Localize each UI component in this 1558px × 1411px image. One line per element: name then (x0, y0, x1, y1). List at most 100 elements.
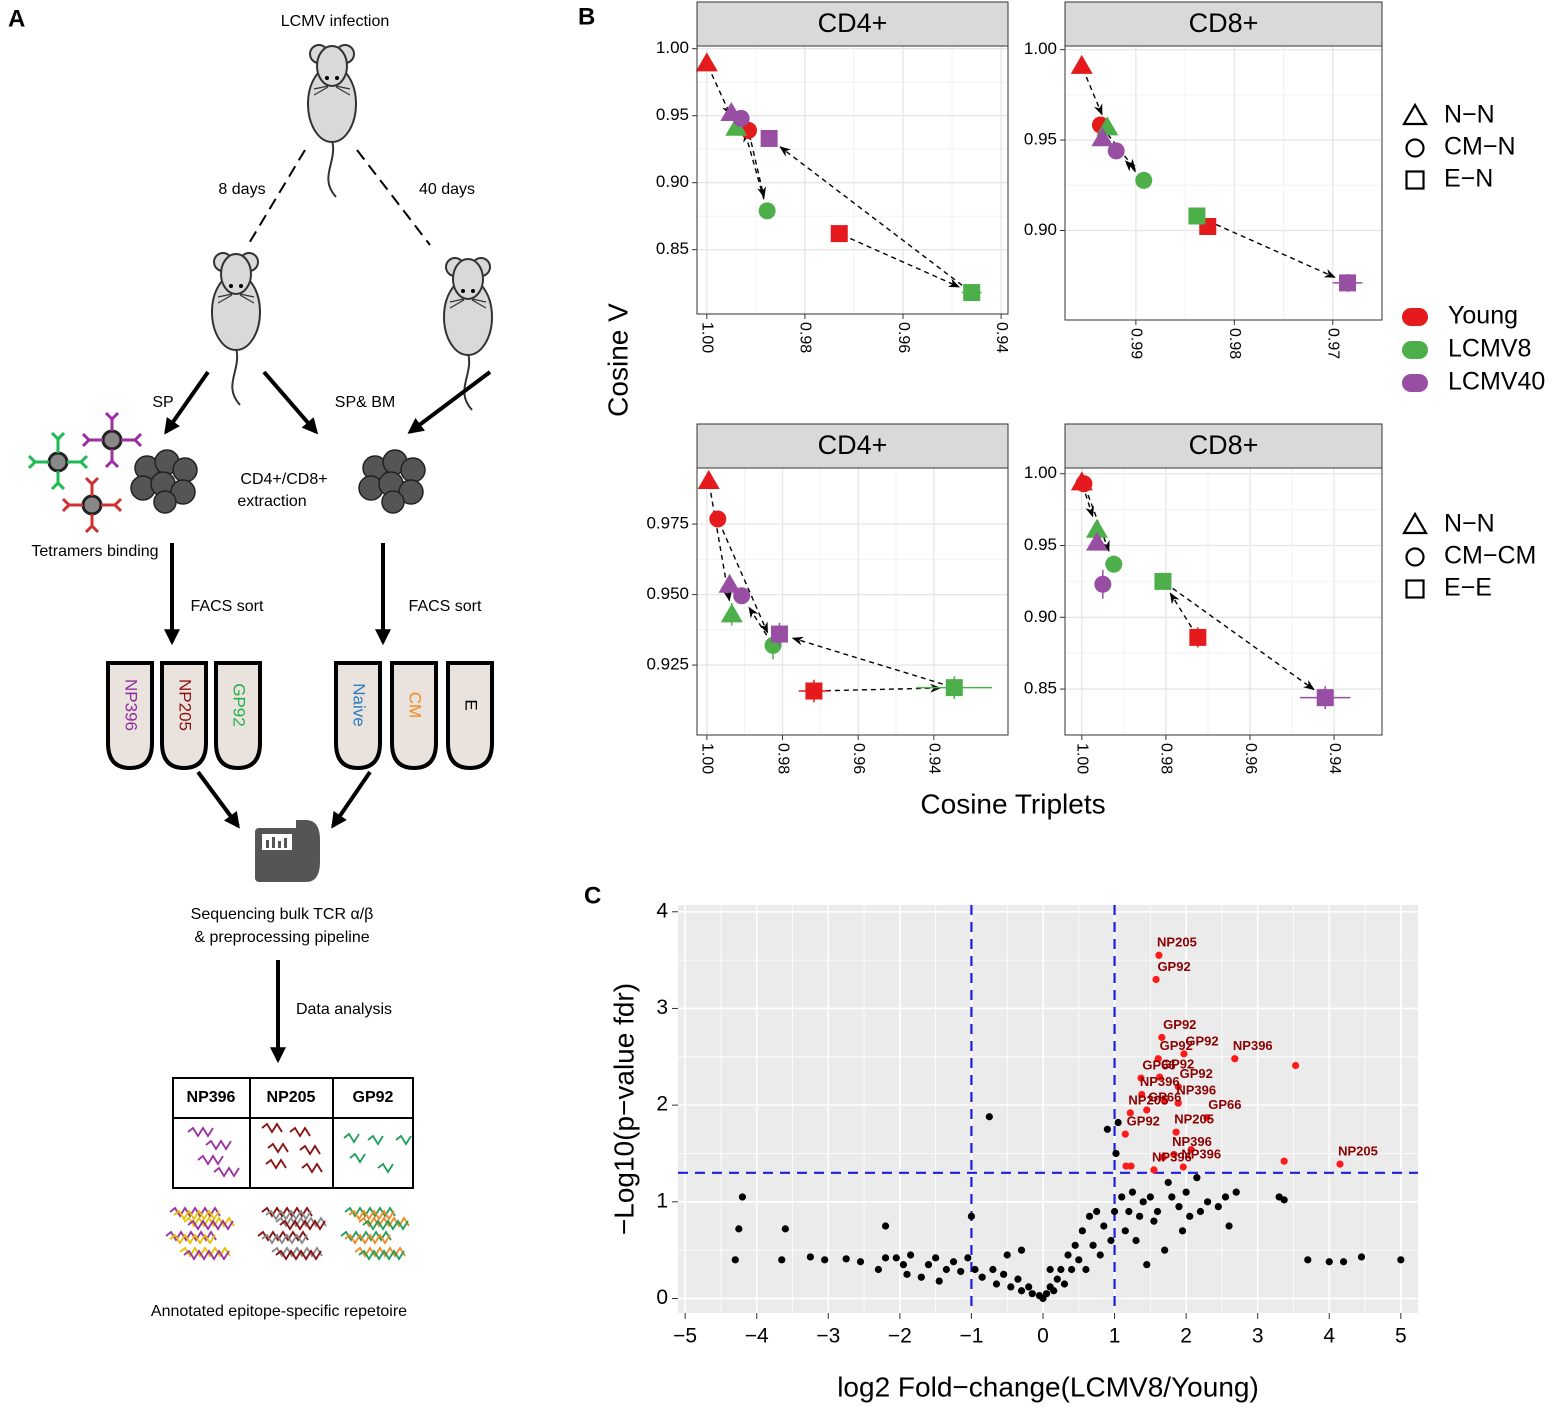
point (806, 1253, 814, 1261)
point (1156, 1073, 1164, 1081)
diagram-text: CD4+/CD8+ (240, 471, 327, 488)
point (899, 1261, 908, 1269)
tcr-squiggle (279, 1219, 326, 1231)
flow-arrow (407, 370, 492, 434)
x-tick-label: 0.98 (1158, 743, 1175, 774)
y-tick-label: 1.00 (1024, 463, 1057, 482)
point-label: NP396 (1172, 1134, 1212, 1149)
x-tick-label: 3 (1252, 1325, 1264, 1348)
point (1178, 1227, 1187, 1235)
point (1168, 1193, 1176, 1201)
strip-title: CD8+ (1189, 8, 1259, 38)
trajectory-arrow (748, 606, 768, 636)
y-tick-label: 0.85 (1024, 679, 1057, 698)
legend-label: CM−N (1444, 133, 1516, 161)
point (1137, 1074, 1145, 1082)
x-tick-label: 0.99 (1128, 328, 1145, 359)
point-label: NP205 (1157, 935, 1197, 950)
point (731, 1256, 739, 1264)
point (1014, 1275, 1022, 1283)
strip (1064, 423, 1383, 469)
plot-area (678, 905, 1418, 1313)
point (1221, 1193, 1230, 1201)
point (1174, 1083, 1182, 1091)
x-tick-label: 0.97 (1325, 328, 1342, 359)
point (992, 1280, 1001, 1288)
trajectory-arrow (743, 130, 765, 200)
point (917, 1273, 925, 1281)
point-label: GP92 (1160, 1038, 1193, 1053)
diagram-text: FACS sort (191, 598, 264, 615)
point-label: NP396 (1152, 1149, 1192, 1164)
legend-label: CM−CM (1444, 542, 1536, 570)
tcr-squiggle (344, 1233, 391, 1245)
point (738, 1193, 747, 1201)
trajectory-arrow (1085, 76, 1103, 116)
point-square (1316, 689, 1334, 707)
tcr-squiggle (367, 1134, 384, 1146)
point-triangle (1091, 127, 1114, 147)
tcr-squiggle (275, 1249, 322, 1261)
tcr-squiggle (169, 1233, 216, 1245)
tcr-squiggle (165, 1230, 217, 1242)
point (1150, 1217, 1158, 1225)
point (1000, 1270, 1008, 1278)
tcr-squiggle (275, 1216, 327, 1228)
tube-label: NP205 (176, 679, 195, 731)
point (821, 1256, 829, 1264)
tcr-squiggle (197, 1154, 224, 1166)
legend-swatch (1402, 374, 1428, 392)
tcr-squiggle (183, 1216, 235, 1228)
point-square (963, 284, 981, 302)
tcr-squiggle (261, 1233, 308, 1245)
point (1132, 1236, 1140, 1245)
point (1017, 1246, 1026, 1254)
tcr-squiggle (299, 1144, 321, 1156)
point (1174, 1099, 1182, 1107)
point (1096, 1251, 1104, 1259)
point (1046, 1265, 1054, 1274)
point (1280, 1157, 1288, 1165)
y-tick-label: 0.950 (646, 584, 689, 603)
tcr-squiggle (213, 1166, 240, 1178)
point (1128, 1188, 1137, 1196)
point (1122, 1162, 1130, 1170)
point (967, 1212, 976, 1220)
point (1139, 1198, 1147, 1206)
plot-border (1064, 45, 1383, 321)
y-tick-label: 0.95 (656, 105, 689, 124)
plots: CD4+ 1.00 0.98 0.96 0.94 0.85 0.90 0.95 1.00 CD8+… (602, 1, 1545, 1402)
y-tick-label: 0.90 (1024, 220, 1057, 239)
point-label: GP92 (1163, 1017, 1196, 1032)
point (778, 1256, 786, 1264)
legend-label: N−N (1444, 101, 1495, 129)
legend-swatch (1402, 341, 1428, 359)
point (1007, 1283, 1015, 1291)
point (1180, 1050, 1188, 1058)
diagram-text: Data analysis (296, 1001, 392, 1018)
strip-title: CD4+ (818, 8, 888, 38)
diagram-text: Tetramers binding (31, 543, 158, 560)
point-label: GP92 (1157, 959, 1190, 974)
point-label: NP396 (1140, 1074, 1180, 1089)
point (1060, 1280, 1069, 1288)
point (1232, 1188, 1240, 1196)
x-axis-label: Cosine Triplets (920, 788, 1105, 819)
table-header: NP396 (187, 1089, 236, 1106)
diagram-text: Sequencing bulk TCR α/β (191, 906, 374, 923)
point (1138, 1090, 1146, 1099)
tcr-squiggle (267, 1142, 289, 1154)
tube-label: NP396 (122, 679, 141, 731)
point (781, 1225, 789, 1233)
point (1280, 1196, 1288, 1204)
y-axis-label: −Log10(p−value fdr) (608, 983, 639, 1235)
point (1152, 975, 1160, 984)
point (989, 1265, 997, 1274)
y-tick-label: 0.925 (646, 655, 689, 674)
point-square (805, 682, 823, 700)
point (957, 1267, 965, 1276)
legend-label: N−N (1444, 510, 1495, 538)
cell-cluster (130, 449, 198, 514)
sequencer-icon (255, 820, 320, 882)
